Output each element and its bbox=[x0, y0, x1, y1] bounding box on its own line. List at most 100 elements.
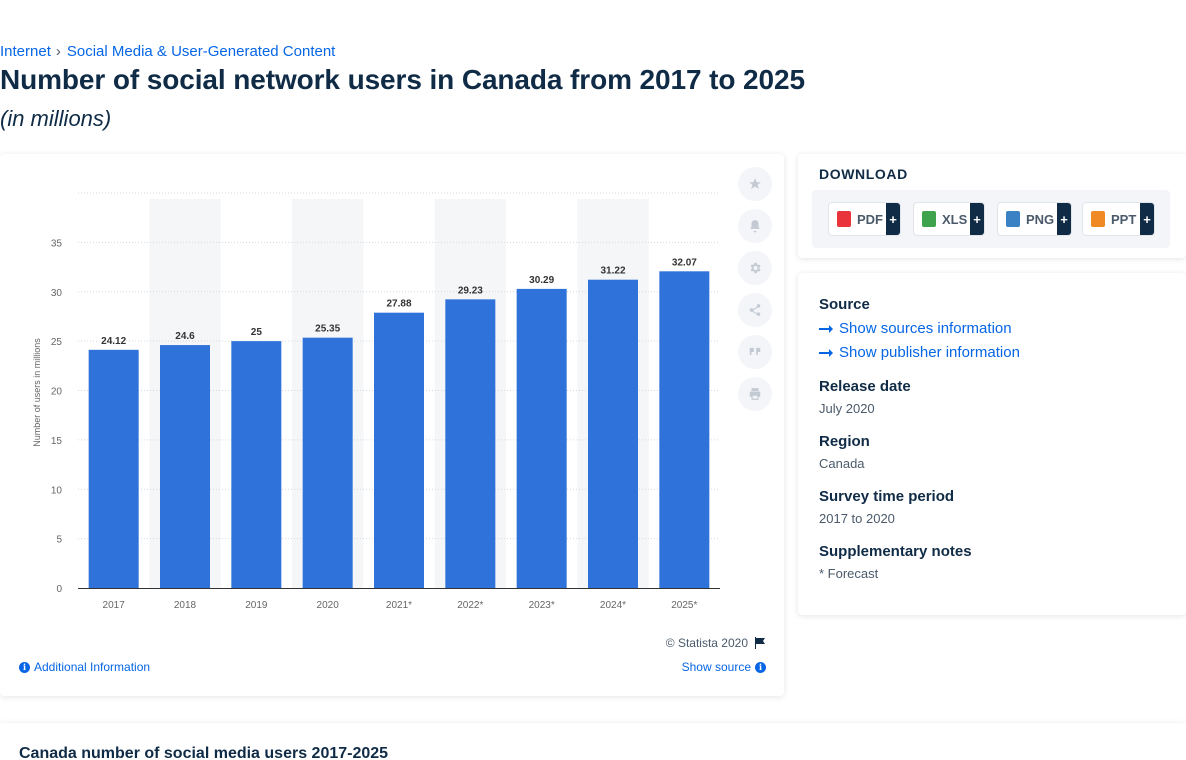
download-card: DOWNLOAD PDF + XLS + PNG + PPT + bbox=[798, 154, 1186, 258]
download-heading: DOWNLOAD bbox=[819, 166, 908, 182]
download-xls-button[interactable]: XLS + bbox=[913, 202, 985, 236]
region-value: Canada bbox=[819, 456, 865, 471]
notification-button[interactable] bbox=[738, 209, 772, 243]
bar bbox=[302, 337, 353, 588]
show-source-link[interactable]: Show source i bbox=[682, 660, 766, 674]
data-label: 25 bbox=[251, 327, 263, 338]
download-ppt-label: PPT bbox=[1111, 211, 1137, 227]
y-tick-label: 5 bbox=[56, 535, 62, 546]
bar bbox=[231, 341, 282, 588]
flag-icon[interactable] bbox=[754, 637, 766, 649]
x-tick-label: 2017 bbox=[103, 600, 126, 611]
show-publisher-link[interactable]: Show publisher information bbox=[819, 344, 1020, 361]
bar bbox=[659, 271, 710, 588]
plus-icon: + bbox=[886, 203, 900, 235]
arrow-right-icon bbox=[819, 348, 833, 358]
bar-chart: 0 5 10 15 20 25 30 35 Number of users in million… bbox=[32, 192, 720, 611]
breadcrumb: Internet › Social Media & User-Generated… bbox=[0, 43, 335, 60]
show-sources-link[interactable]: Show sources information bbox=[819, 320, 1012, 337]
print-button[interactable] bbox=[738, 377, 772, 411]
breadcrumb-link-social-media[interactable]: Social Media & User-Generated Content bbox=[66, 43, 336, 60]
star-icon bbox=[749, 178, 761, 189]
bell-icon bbox=[750, 220, 760, 233]
plus-icon: + bbox=[970, 203, 984, 235]
additional-information-link[interactable]: i Additional Information bbox=[19, 660, 150, 674]
plus-icon: + bbox=[1057, 203, 1071, 235]
show-sources-label: Show sources information bbox=[839, 320, 1012, 337]
survey-period-label: Survey time period bbox=[819, 488, 955, 505]
supplementary-notes-value: * Forecast bbox=[819, 566, 879, 581]
download-pdf-label: PDF bbox=[857, 211, 883, 227]
png-file-icon bbox=[1006, 211, 1020, 227]
y-tick-label: 25 bbox=[51, 337, 63, 348]
bar bbox=[445, 299, 496, 588]
pdf-file-icon bbox=[837, 211, 851, 227]
data-label: 25.35 bbox=[315, 324, 340, 335]
x-tick-label: 2019 bbox=[245, 600, 268, 611]
share-button[interactable] bbox=[738, 293, 772, 327]
arrow-right-icon bbox=[819, 324, 833, 334]
chart-card: 0 5 10 15 20 25 30 35 Number of users in million… bbox=[0, 154, 784, 696]
bar bbox=[160, 345, 210, 588]
download-png-label: PNG bbox=[1026, 211, 1055, 227]
bar bbox=[374, 312, 424, 588]
page-title: Number of social network users in Canada… bbox=[0, 64, 805, 95]
data-label: 32.07 bbox=[672, 257, 697, 268]
additional-information-label: Additional Information bbox=[34, 660, 151, 674]
bar bbox=[88, 349, 139, 588]
download-xls-label: XLS bbox=[942, 211, 968, 227]
print-icon bbox=[749, 388, 761, 400]
source-label: Source bbox=[819, 296, 870, 313]
release-date-value: July 2020 bbox=[819, 401, 875, 416]
bar bbox=[588, 279, 638, 588]
release-date-label: Release date bbox=[819, 378, 911, 395]
related-title: Canada number of social media users 2017… bbox=[19, 745, 389, 760]
y-tick-label: 30 bbox=[51, 288, 63, 299]
xls-file-icon bbox=[922, 211, 936, 227]
x-tick-label: 2024* bbox=[600, 600, 626, 611]
data-label: 31.22 bbox=[600, 266, 625, 277]
x-tick-label: 2022* bbox=[457, 600, 483, 611]
favorite-button[interactable] bbox=[738, 167, 772, 201]
data-label: 30.29 bbox=[529, 275, 554, 286]
show-source-label: Show source bbox=[681, 660, 751, 674]
data-label: 24.12 bbox=[101, 336, 126, 347]
page-subtitle: (in millions) bbox=[0, 106, 112, 131]
statista-credit: © Statista 2020 bbox=[666, 636, 766, 650]
download-pdf-button[interactable]: PDF + bbox=[828, 202, 901, 236]
download-buttons: PDF + XLS + PNG + PPT + bbox=[812, 190, 1170, 248]
share-icon bbox=[749, 304, 761, 316]
survey-period-value: 2017 to 2020 bbox=[819, 511, 895, 526]
statistic-details: Source Show sources information Show pub… bbox=[798, 273, 1186, 615]
credit-text: © Statista 2020 bbox=[665, 636, 748, 650]
settings-button[interactable] bbox=[738, 251, 772, 285]
bar bbox=[516, 288, 567, 588]
breadcrumb-separator: › bbox=[55, 43, 61, 60]
ppt-file-icon bbox=[1091, 211, 1105, 227]
data-label: 29.23 bbox=[458, 285, 483, 296]
supplementary-notes-label: Supplementary notes bbox=[819, 543, 972, 560]
show-publisher-label: Show publisher information bbox=[839, 344, 1020, 361]
region-label: Region bbox=[819, 433, 870, 450]
y-axis-label: Number of users in millions bbox=[32, 338, 42, 447]
info-icon: i bbox=[19, 661, 30, 673]
x-tick-label: 2018 bbox=[174, 600, 197, 611]
x-tick-label: 2023* bbox=[529, 600, 555, 611]
download-ppt-button[interactable]: PPT + bbox=[1082, 202, 1155, 236]
info-icon: i bbox=[755, 661, 766, 673]
data-label: 24.6 bbox=[175, 331, 195, 342]
data-label: 27.88 bbox=[386, 299, 411, 310]
cite-button[interactable] bbox=[738, 335, 772, 369]
x-tick-label: 2025* bbox=[671, 600, 697, 611]
breadcrumb-link-internet[interactable]: Internet bbox=[0, 43, 51, 60]
plus-icon: + bbox=[1140, 203, 1154, 235]
quote-icon bbox=[749, 347, 761, 355]
gear-icon bbox=[750, 262, 761, 274]
related-section: Canada number of social media users 2017… bbox=[0, 723, 1186, 760]
download-png-button[interactable]: PNG + bbox=[997, 202, 1072, 236]
y-tick-label: 35 bbox=[51, 238, 63, 249]
y-tick-label: 20 bbox=[51, 387, 63, 398]
x-tick-label: 2020 bbox=[317, 600, 340, 611]
y-tick-label: 0 bbox=[56, 584, 62, 595]
y-tick-label: 10 bbox=[51, 485, 63, 496]
